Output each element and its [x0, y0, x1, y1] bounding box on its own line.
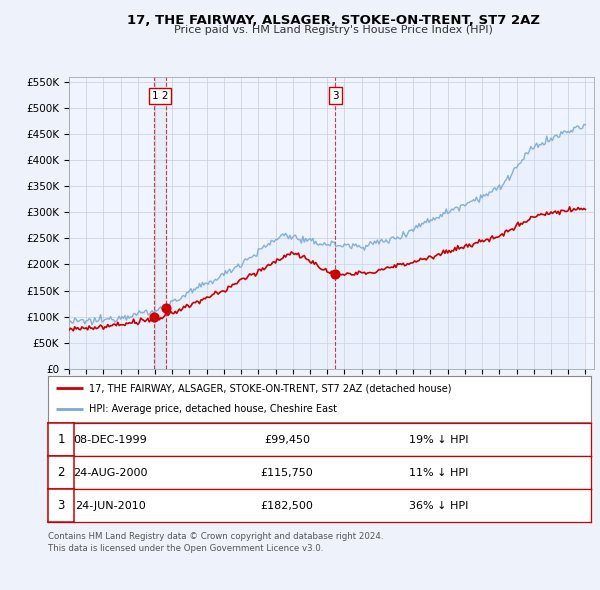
Text: 1 2: 1 2: [152, 91, 168, 101]
Text: 2: 2: [58, 466, 65, 479]
Text: £182,500: £182,500: [260, 501, 313, 510]
Text: 36% ↓ HPI: 36% ↓ HPI: [409, 501, 469, 510]
Text: 11% ↓ HPI: 11% ↓ HPI: [409, 468, 469, 477]
Text: 3: 3: [332, 91, 339, 101]
Text: 3: 3: [58, 499, 65, 512]
Text: 19% ↓ HPI: 19% ↓ HPI: [409, 435, 469, 444]
Text: £115,750: £115,750: [260, 468, 313, 477]
Text: This data is licensed under the Open Government Licence v3.0.: This data is licensed under the Open Gov…: [48, 544, 323, 553]
Text: 08-DEC-1999: 08-DEC-1999: [74, 435, 148, 444]
Text: 1: 1: [58, 433, 65, 446]
Text: Contains HM Land Registry data © Crown copyright and database right 2024.: Contains HM Land Registry data © Crown c…: [48, 532, 383, 540]
Bar: [154, 77, 166, 369]
Text: HPI: Average price, detached house, Cheshire East: HPI: Average price, detached house, Ches…: [89, 404, 337, 414]
Point: [331, 269, 340, 278]
Text: 24-JUN-2010: 24-JUN-2010: [75, 501, 146, 510]
Point: [149, 312, 158, 322]
Text: 24-AUG-2000: 24-AUG-2000: [73, 468, 148, 477]
Text: £99,450: £99,450: [264, 435, 310, 444]
Text: 17, THE FAIRWAY, ALSAGER, STOKE-ON-TRENT, ST7 2AZ (detached house): 17, THE FAIRWAY, ALSAGER, STOKE-ON-TRENT…: [89, 384, 451, 394]
Point: [161, 304, 171, 313]
Text: Price paid vs. HM Land Registry's House Price Index (HPI): Price paid vs. HM Land Registry's House …: [173, 25, 493, 35]
Text: 17, THE FAIRWAY, ALSAGER, STOKE-ON-TRENT, ST7 2AZ: 17, THE FAIRWAY, ALSAGER, STOKE-ON-TRENT…: [127, 14, 539, 27]
